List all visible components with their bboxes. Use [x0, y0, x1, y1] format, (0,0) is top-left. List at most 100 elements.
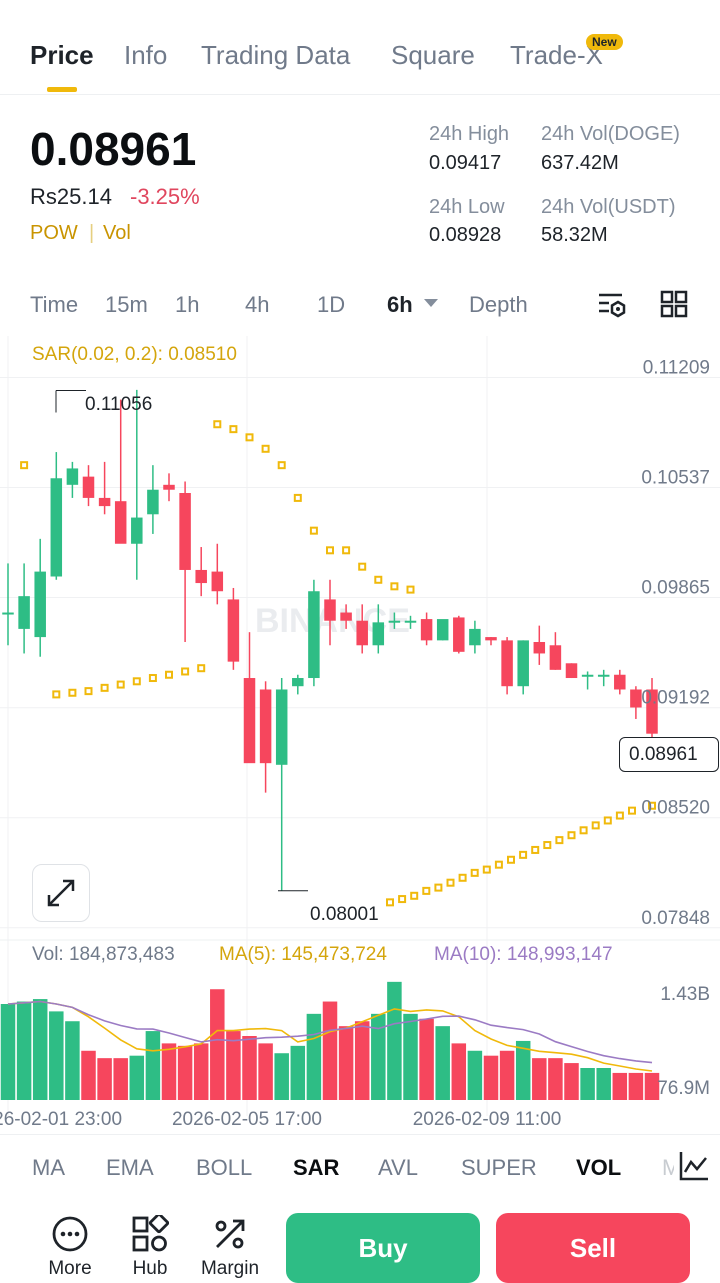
candle-body: [114, 501, 127, 544]
indicator-ma[interactable]: MA: [32, 1155, 65, 1180]
sar-dot: [309, 526, 318, 535]
volume-bar: [532, 1058, 547, 1100]
sar-dot: [148, 674, 157, 683]
volume-bar: [483, 1055, 499, 1100]
tab-trading-data[interactable]: Trading Data: [201, 40, 351, 70]
tab-price[interactable]: Price: [30, 40, 94, 70]
candle-body: [630, 689, 642, 708]
sar-indicator-label: SAR(0.02, 0.2): 0.08510: [32, 344, 237, 365]
sar-dot: [406, 585, 415, 594]
indicator-vol[interactable]: VOL: [576, 1155, 622, 1180]
sar-dot: [470, 868, 479, 877]
margin-label[interactable]: Margin: [200, 1258, 260, 1279]
indicator-ema[interactable]: EMA: [106, 1155, 154, 1180]
timeframe-1h[interactable]: 1h: [175, 292, 200, 317]
volume-bar: [97, 1058, 112, 1100]
indicator-super[interactable]: SUPER: [461, 1155, 537, 1180]
grid-layout-icon[interactable]: [660, 290, 688, 323]
candle-body: [163, 484, 175, 490]
candle-body: [82, 476, 95, 498]
indicator-boll[interactable]: BOLL: [196, 1155, 253, 1180]
volume-bar: [467, 1050, 483, 1100]
timeframe-1d[interactable]: 1D: [317, 292, 346, 317]
indicator-settings-icon[interactable]: [674, 1150, 710, 1187]
volume-bar: [499, 1050, 515, 1100]
timeframe-15m[interactable]: 15m: [105, 292, 148, 317]
indicator-tab-bar: [0, 1134, 720, 1201]
more-label[interactable]: More: [48, 1258, 92, 1279]
volume-bar: [612, 1072, 628, 1100]
price-axis-label: 0.10537: [641, 467, 710, 488]
candle-body: [195, 569, 207, 584]
candle-body: [597, 674, 610, 677]
expand-icon: [47, 879, 75, 907]
tag-pow[interactable]: POW: [30, 222, 78, 244]
vol-quote-label: 24h Vol(USDT): [541, 196, 676, 218]
low-24h-value: 0.08928: [429, 224, 502, 246]
kline-chart[interactable]: BINANCE 0.11209 0.10537 0.09865 0.09192 0.08…: [0, 336, 720, 1130]
volume-bar: [210, 989, 225, 1100]
tab-square[interactable]: Square: [391, 40, 475, 70]
vol-base-value: 637.42M: [541, 152, 619, 174]
buy-button[interactable]: Buy: [286, 1213, 480, 1283]
volume-bar: [419, 1018, 434, 1100]
candle-body: [404, 620, 417, 623]
candle-body: [372, 622, 385, 646]
indicator-sar[interactable]: SAR: [293, 1155, 340, 1180]
timeframe-depth[interactable]: Depth: [469, 292, 528, 317]
timeframe-6h[interactable]: 6h: [387, 292, 413, 317]
sar-dot: [446, 878, 455, 887]
volume-bar: [129, 1055, 145, 1100]
tag-separator: |: [89, 222, 95, 244]
volume-bar: [0, 1004, 16, 1100]
margin-icon[interactable]: [211, 1215, 249, 1258]
sell-button[interactable]: Sell: [496, 1213, 690, 1283]
candle-body: [517, 640, 529, 687]
fullscreen-button[interactable]: [32, 864, 90, 922]
sar-dot: [398, 895, 407, 904]
timeframe-time[interactable]: Time: [30, 292, 79, 317]
indicator-avl[interactable]: AVL: [378, 1155, 418, 1180]
sar-dot: [52, 690, 61, 699]
sar-dot: [326, 546, 334, 555]
sar-dot: [567, 831, 576, 840]
chart-settings-icon[interactable]: [596, 289, 628, 326]
time-axis-label: 2026-02-05 17:00: [172, 1109, 322, 1130]
active-tab-indicator: [47, 87, 77, 92]
volume-bar: [564, 1063, 579, 1100]
volume-bar: [145, 1031, 161, 1100]
sar-dot: [386, 898, 394, 907]
candle-body: [436, 619, 449, 641]
price-axis-label: 0.11209: [643, 357, 710, 378]
sar-dot: [591, 821, 600, 830]
candle-body: [243, 678, 256, 764]
tag-vol[interactable]: Vol: [103, 222, 131, 244]
ma5-line: [7, 1000, 653, 1072]
vol-base-label: 24h Vol(DOGE): [541, 123, 680, 145]
timeframe-4h[interactable]: 4h: [245, 292, 270, 317]
volume-bar: [451, 1043, 467, 1100]
tab-info[interactable]: Info: [124, 40, 168, 70]
hub-label[interactable]: Hub: [132, 1258, 168, 1279]
sar-dot: [245, 433, 254, 442]
sar-dot: [603, 816, 612, 825]
candle-body: [646, 689, 658, 734]
volume-bar: [81, 1050, 96, 1100]
candle-body: [98, 497, 111, 507]
chevron-down-icon[interactable]: [423, 296, 439, 314]
high-24h-value: 0.09417: [429, 152, 502, 174]
local-currency-price: Rs25.14: [30, 184, 112, 209]
volume-axis-label: 1.43B: [660, 984, 710, 1005]
sar-dot: [213, 420, 222, 429]
hub-icon[interactable]: [131, 1212, 170, 1258]
volume-bar: [290, 1045, 306, 1100]
sar-dot: [628, 806, 636, 815]
sar-dot: [293, 493, 302, 502]
candle-body: [275, 689, 288, 765]
sar-dot: [68, 688, 77, 697]
more-icon[interactable]: [51, 1215, 89, 1258]
volume-bar: [435, 1026, 450, 1100]
volume-bar: [16, 1001, 32, 1100]
candle-body: [469, 628, 481, 646]
sar-dot: [100, 683, 109, 692]
